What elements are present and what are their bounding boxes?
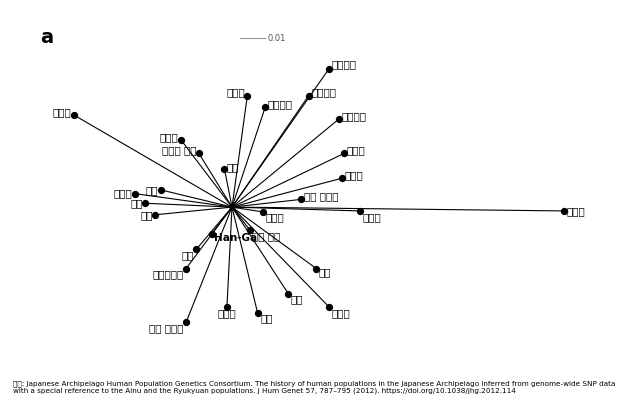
Point: [130, 191, 140, 197]
Text: 대만 원주민: 대만 원주민: [149, 323, 183, 333]
Text: 묘족: 묘족: [130, 198, 142, 208]
Text: 몽골인: 몽골인: [345, 170, 363, 180]
Point: [219, 166, 229, 172]
Text: Han-Ga: Han-Ga: [214, 233, 257, 243]
Text: 용족: 용족: [140, 210, 153, 220]
Text: 대만 한족: 대만 한족: [253, 231, 281, 241]
Point: [283, 291, 293, 297]
Point: [156, 187, 166, 193]
Point: [340, 150, 350, 156]
Text: 0.01: 0.01: [268, 33, 286, 43]
Text: 시베족: 시베족: [347, 145, 365, 156]
Text: 황족: 황족: [181, 250, 193, 260]
Text: 기낙족: 기낙족: [113, 189, 132, 199]
Text: 이족: 이족: [290, 294, 303, 304]
Point: [181, 265, 191, 272]
Point: [253, 310, 263, 316]
Point: [69, 112, 79, 118]
Point: [324, 304, 334, 310]
Point: [222, 304, 232, 310]
Text: 아이누: 아이누: [566, 206, 585, 216]
Point: [227, 204, 237, 210]
Text: 다우르족: 다우르족: [268, 100, 293, 109]
Point: [260, 104, 270, 110]
Text: 토가족: 토가족: [159, 132, 178, 142]
Point: [194, 150, 204, 156]
Point: [243, 92, 253, 99]
Text: 지아마오족: 지아마오족: [152, 269, 183, 279]
Point: [296, 196, 306, 203]
Text: 한국인: 한국인: [265, 213, 284, 222]
Point: [176, 137, 186, 143]
Text: 야쿠트인: 야쿠트인: [342, 111, 367, 121]
Text: 상하이 한족: 상하이 한족: [162, 145, 197, 156]
Point: [337, 175, 347, 181]
Text: 본토 일본인: 본토 일본인: [304, 191, 338, 201]
Point: [559, 208, 569, 214]
Text: 류큐인: 류큐인: [362, 212, 381, 222]
Point: [311, 265, 321, 272]
Point: [324, 66, 334, 72]
Text: 한족: 한족: [227, 162, 239, 172]
Point: [245, 227, 255, 233]
Point: [355, 208, 365, 214]
Text: a: a: [40, 28, 54, 47]
Point: [304, 92, 314, 99]
Point: [207, 231, 217, 237]
Point: [181, 319, 191, 326]
Text: 오로존족: 오로존족: [311, 87, 336, 97]
Text: 나시족: 나시족: [331, 308, 350, 318]
Text: 출처: Japanese Archipelago Human Population Genetics Consortium. The history of hu: 출처: Japanese Archipelago Human Populatio…: [13, 380, 615, 394]
Text: 와족: 와족: [146, 185, 158, 195]
Point: [335, 115, 345, 122]
Point: [140, 200, 150, 207]
Point: [151, 212, 161, 218]
Text: 사족: 사족: [260, 314, 273, 324]
Text: 토족: 토족: [319, 267, 331, 277]
Text: 위구르족: 위구르족: [331, 59, 357, 69]
Text: 허저족: 허저족: [226, 87, 245, 97]
Text: 라후족: 라후족: [52, 107, 71, 117]
Point: [192, 246, 202, 253]
Point: [258, 209, 268, 215]
Text: 다이족: 다이족: [217, 308, 236, 318]
